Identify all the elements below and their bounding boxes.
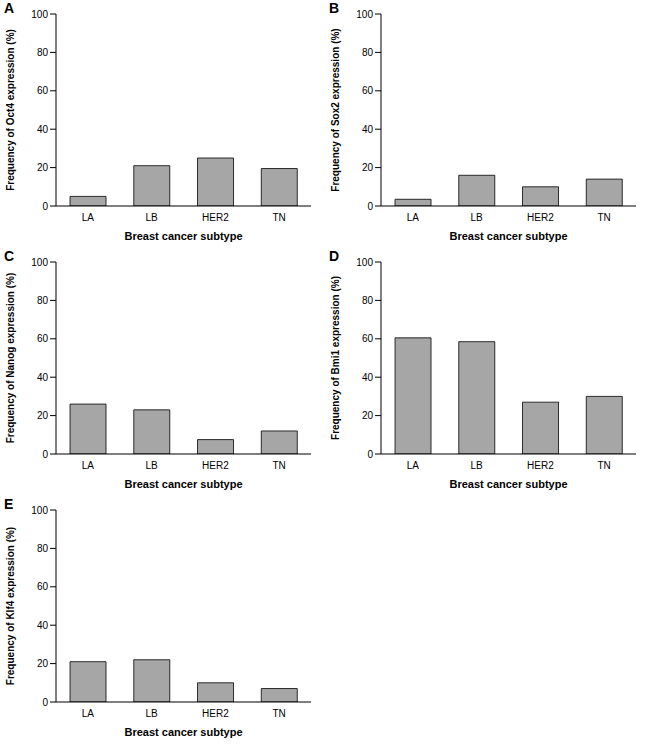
svg-text:0: 0 — [42, 201, 48, 212]
html-text:C: C — [4, 248, 15, 264]
html-text:D: D — [329, 248, 340, 264]
svg-text:60: 60 — [362, 85, 374, 96]
svg-text:60: 60 — [37, 581, 49, 592]
svg-text:LA: LA — [82, 708, 95, 719]
svg-text:LB: LB — [146, 708, 159, 719]
svg-text:0: 0 — [42, 449, 48, 460]
svg-text:HER2: HER2 — [202, 708, 229, 719]
svg-text:HER2: HER2 — [202, 212, 229, 223]
svg-text:LB: LB — [146, 212, 159, 223]
svg-text:100: 100 — [356, 9, 373, 20]
svg-text:Breast cancer subtype: Breast cancer subtype — [125, 478, 243, 490]
svg-text:20: 20 — [362, 410, 374, 421]
svg-text:100: 100 — [31, 505, 48, 516]
svg-text:Frequency of Nanog expression: Frequency of Nanog expression (%) — [8, 273, 16, 444]
svg-text:Breast cancer subtype: Breast cancer subtype — [450, 478, 568, 490]
svg-text:40: 40 — [37, 124, 49, 135]
svg-text:Frequency of Klf4 expression (: Frequency of Klf4 expression (%) — [8, 527, 16, 685]
svg-text:Frequency of Oct4 expression (: Frequency of Oct4 expression (%) — [8, 29, 16, 191]
svg-text:Frequency of Bmi1 expression (: Frequency of Bmi1 expression (%) — [330, 276, 341, 440]
svg-text:100: 100 — [356, 257, 373, 268]
svg-text:40: 40 — [37, 372, 49, 383]
svg-text:80: 80 — [37, 543, 49, 554]
svg-text:Breast cancer subtype: Breast cancer subtype — [125, 230, 243, 242]
svg-text:LB: LB — [471, 460, 484, 471]
svg-text:LB: LB — [471, 212, 484, 223]
svg-text:40: 40 — [37, 620, 49, 631]
svg-text:80: 80 — [37, 295, 49, 306]
svg-text:20: 20 — [37, 410, 49, 421]
svg-text:TN: TN — [272, 460, 285, 471]
svg-text:HER2: HER2 — [527, 460, 554, 471]
svg-text:0: 0 — [367, 201, 373, 212]
svg-text:40: 40 — [362, 372, 374, 383]
svg-text:100: 100 — [31, 9, 48, 20]
svg-text:TN: TN — [597, 212, 610, 223]
svg-text:HER2: HER2 — [527, 212, 554, 223]
svg-text:80: 80 — [362, 295, 374, 306]
svg-text:80: 80 — [37, 47, 49, 58]
svg-text:TN: TN — [272, 212, 285, 223]
html-text:B: B — [329, 0, 340, 16]
svg-text:20: 20 — [37, 658, 49, 669]
html-text:E: E — [4, 496, 14, 512]
svg-text:Breast cancer subtype: Breast cancer subtype — [125, 726, 243, 738]
html-text:A: A — [4, 0, 15, 16]
svg-text:60: 60 — [37, 85, 49, 96]
svg-text:0: 0 — [367, 449, 373, 460]
svg-text:0: 0 — [42, 697, 48, 708]
svg-text:LA: LA — [407, 460, 420, 471]
svg-text:80: 80 — [362, 47, 374, 58]
svg-text:20: 20 — [37, 162, 49, 173]
svg-text:Frequency of Sox2 expression (: Frequency of Sox2 expression (%) — [330, 28, 341, 191]
svg-text:60: 60 — [362, 333, 374, 344]
svg-text:HER2: HER2 — [202, 460, 229, 471]
svg-text:TN: TN — [597, 460, 610, 471]
svg-text:60: 60 — [37, 333, 49, 344]
svg-text:LA: LA — [407, 212, 420, 223]
svg-text:LA: LA — [82, 460, 95, 471]
svg-text:LB: LB — [146, 460, 159, 471]
svg-text:20: 20 — [362, 162, 374, 173]
svg-text:100: 100 — [31, 257, 48, 268]
svg-text:Breast cancer subtype: Breast cancer subtype — [450, 230, 568, 242]
svg-text:TN: TN — [272, 708, 285, 719]
svg-text:LA: LA — [82, 212, 95, 223]
svg-text:40: 40 — [362, 124, 374, 135]
